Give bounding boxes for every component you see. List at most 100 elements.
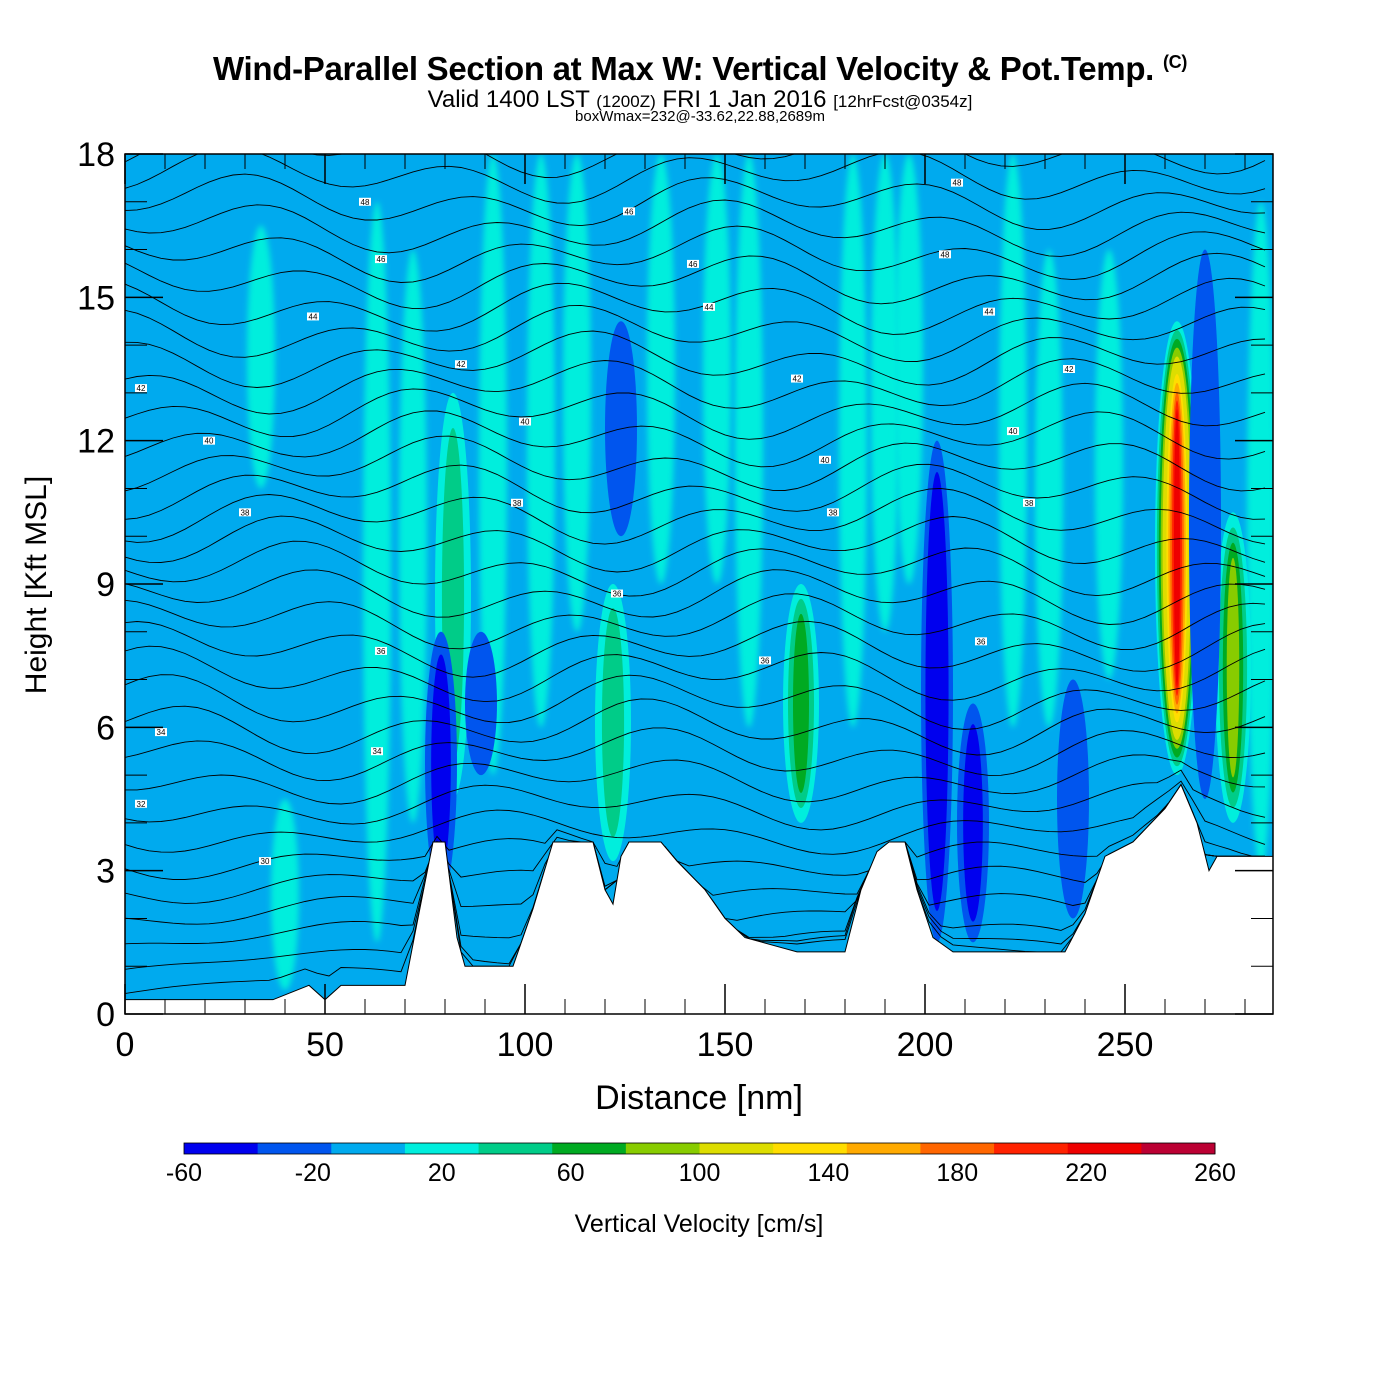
isentrope-line	[125, 780, 1266, 855]
isentrope-label-bg	[307, 312, 319, 321]
y-tick-label: 12	[77, 423, 115, 461]
isentrope-label: 32	[137, 800, 146, 809]
y-tick-label: 15	[77, 279, 115, 317]
isentrope-line	[125, 435, 1266, 492]
isentrope-line	[125, 252, 1266, 310]
cyan-band	[1095, 249, 1123, 680]
isentrope-label: 42	[793, 375, 802, 384]
isentrope-label: 34	[157, 728, 166, 737]
isentrope-label: 36	[761, 656, 770, 665]
y-tick-label: 9	[96, 566, 115, 604]
isentrope-label: 38	[1025, 499, 1034, 508]
isentrope-label: 42	[1065, 365, 1074, 374]
isentrope-label: 38	[829, 508, 838, 517]
isentrope-label-bg	[975, 637, 987, 646]
colorbar-segment	[404, 1143, 480, 1154]
isentrope-line	[125, 330, 1266, 388]
isentrope-line	[125, 199, 1266, 257]
isentrope-label: 36	[613, 590, 622, 599]
isentrope-label-bg	[983, 307, 995, 316]
isentrope-label: 36	[377, 647, 386, 656]
isentrope-label-bg	[623, 207, 635, 216]
isentrope-label: 46	[377, 255, 386, 264]
colorbar-tick-label: 140	[808, 1159, 850, 1187]
isentrope-label: 46	[625, 207, 634, 216]
x-tick-label: 0	[116, 1026, 135, 1064]
cyan-band	[1035, 249, 1063, 728]
colorbar-segment	[625, 1143, 700, 1154]
colorbar-frame	[183, 1142, 1216, 1155]
isentrope-label-bg	[155, 728, 167, 737]
colorbar-segment	[552, 1143, 627, 1154]
forecast-info: [12hrFcst@0354z]	[833, 92, 973, 111]
isentrope-label-bg	[951, 178, 963, 187]
isentrope-label-bg	[703, 302, 715, 311]
chart-title: Wind-Parallel Section at Max W: Vertical…	[0, 50, 1400, 88]
colorbar-tick-label: 180	[936, 1159, 978, 1187]
isentrope-label: 40	[521, 418, 530, 427]
colorbar-tick-label: -20	[295, 1159, 331, 1187]
plot-area: 48 46 48 46 46 48 44 44 44 42 42 42 42 40 40 40 40 38 38 38…	[125, 154, 1273, 1014]
x-tick-label: 200	[897, 1026, 954, 1064]
terrain	[125, 783, 1273, 1014]
isentrope-line	[125, 645, 1266, 703]
isentrope-labels: 48 46 48 46 46 48 44 44 44 42 42 42 42 40 40 40 40 38 38 38…	[135, 178, 1075, 866]
isentrope-label: 46	[689, 260, 698, 269]
isentrope-label-bg	[519, 417, 531, 426]
velocity-feature	[601, 607, 625, 838]
velocity-feature	[1226, 557, 1240, 778]
x-tick-label: 50	[306, 1026, 344, 1064]
isentrope-line	[125, 593, 1266, 650]
colorbar: -60 -20 20 60 100 140 180 220 260	[166, 1142, 1236, 1187]
isentrope-line	[125, 754, 1266, 805]
velocity-feature	[465, 631, 497, 776]
isentrope-line	[125, 154, 1266, 204]
isentrope-label-bg	[1063, 365, 1075, 373]
isentrope-label-bg	[827, 508, 839, 517]
colorbar-segment	[184, 1143, 259, 1154]
isentrope-label: 38	[513, 499, 522, 508]
colorbar-segment	[994, 1143, 1069, 1154]
cyan-band	[271, 799, 299, 991]
isentrope-label: 30	[261, 857, 270, 866]
isentrope-label: 44	[705, 303, 714, 312]
cyan-band	[735, 154, 763, 728]
colorbar-tick-label: 20	[428, 1159, 456, 1187]
isentrope-line	[125, 225, 1266, 283]
cyan-band	[399, 249, 427, 823]
isentrope-label-bg	[135, 384, 147, 393]
isentrope-label-bg	[511, 498, 523, 507]
isentrope-label-bg	[375, 646, 387, 655]
y-tick-label: 0	[96, 996, 115, 1034]
colorbar-segment	[773, 1143, 848, 1154]
colorbar-segment	[1141, 1143, 1216, 1154]
cyan-band	[871, 154, 899, 632]
velocity-feature	[1189, 249, 1221, 799]
velocity-feature	[929, 503, 945, 880]
isentrope-label-bg	[939, 250, 951, 259]
isentrope-line	[125, 410, 1266, 468]
x-tick-label: 250	[1097, 1026, 1154, 1064]
isentrope-label: 38	[241, 508, 250, 517]
cyan-band	[647, 154, 675, 584]
isentrope-line	[125, 698, 1266, 756]
colorbar-segment	[699, 1143, 774, 1154]
isentrope-label-bg	[687, 259, 699, 268]
y-axis-label: Height [Kft MSL]	[20, 476, 53, 694]
valid-utc: (1200Z)	[596, 92, 656, 111]
isentrope-label: 40	[1009, 427, 1018, 436]
colorbar-segment	[331, 1143, 406, 1154]
box-wmax-info: boxWmax=232@-33.62,22.88,2689m	[575, 108, 825, 125]
isentrope-label-bg	[819, 455, 831, 464]
y-tick-label: 6	[96, 709, 115, 747]
colorbar-tick-label: 100	[679, 1159, 721, 1187]
velocity-feature	[1173, 409, 1181, 688]
isentrope-line	[125, 463, 1266, 520]
isentrope-label-bg	[375, 255, 387, 264]
isentrope-label: 48	[953, 179, 962, 188]
isentrope-label-bg	[1007, 427, 1019, 436]
isentrope-label: 34	[373, 747, 382, 756]
cyan-band	[895, 154, 923, 584]
